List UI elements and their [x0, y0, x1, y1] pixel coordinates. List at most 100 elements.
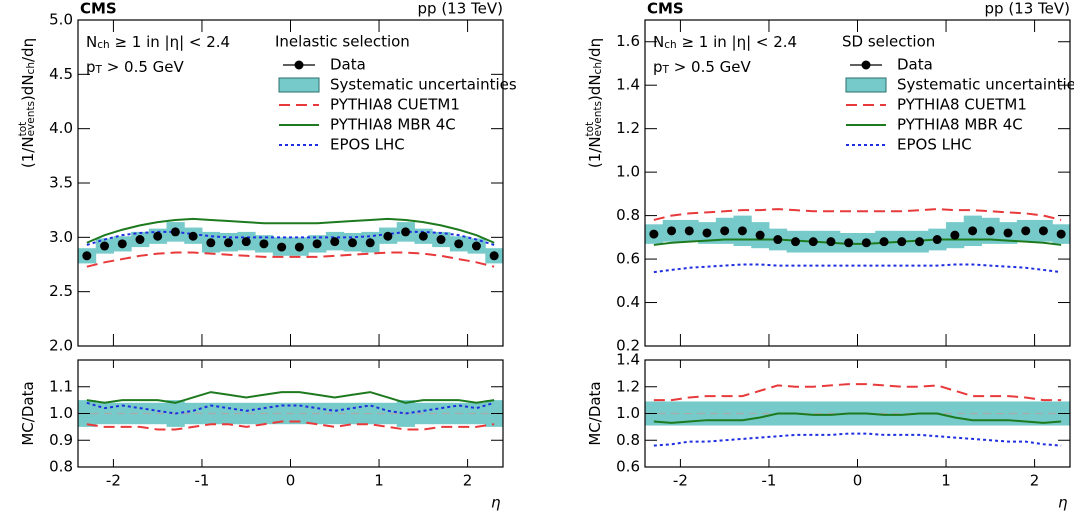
- text-part: tot: [584, 122, 596, 137]
- data-point: [1056, 229, 1066, 239]
- legend-label: EPOS LHC: [897, 136, 972, 154]
- text-part: N: [653, 33, 664, 51]
- data-point: [489, 251, 499, 261]
- x-tick-label: 1: [941, 472, 951, 490]
- model-line: [653, 412, 1062, 424]
- data-point: [170, 227, 180, 237]
- y-tick-label: 1.1: [49, 377, 73, 395]
- data-point: [383, 231, 393, 241]
- y-tick-label: 0.6: [616, 250, 640, 268]
- data-point: [720, 226, 730, 236]
- data-point: [259, 239, 269, 249]
- data-point: [914, 237, 924, 247]
- text-part: > 0.5 GeV: [102, 58, 185, 76]
- y-tick-label: 3.0: [49, 228, 73, 246]
- data-point: [879, 237, 889, 247]
- text-part: (1/N: [586, 136, 604, 168]
- legend-symbol: [861, 60, 871, 70]
- data-point: [330, 237, 340, 247]
- text-part: T: [95, 64, 103, 76]
- legend-label: Data: [330, 56, 366, 74]
- legend-symbol: [294, 60, 304, 70]
- data-point: [649, 229, 659, 239]
- data-point: [471, 241, 481, 251]
- data-point: [277, 242, 287, 252]
- legend-title: SD selection: [842, 33, 935, 51]
- uncertainty-band: [751, 401, 770, 426]
- text-part: > 0.5 GeV: [669, 58, 752, 76]
- y-tick-label: 0.8: [616, 431, 640, 449]
- data-point: [188, 231, 198, 241]
- data-point: [135, 235, 145, 245]
- legend-label: EPOS LHC: [330, 136, 405, 154]
- y-tick-label: 0.6: [616, 458, 640, 476]
- x-tick-label: 2: [463, 472, 473, 490]
- data-point: [702, 228, 712, 238]
- text-part: tot: [17, 122, 29, 137]
- text-part: ch: [97, 39, 109, 51]
- data-point: [950, 230, 960, 240]
- legend-title: Inelastic selection: [275, 33, 410, 51]
- model-line: [86, 420, 495, 431]
- y-tick-label: 1.4: [616, 351, 640, 369]
- text-part: ≥ 1 in |η| < 2.4: [110, 33, 230, 51]
- uncertainty-band: [184, 402, 203, 425]
- y-axis-label: (1/Ntotevents)dNch/dη: [584, 38, 604, 168]
- y-tick-label: 2.0: [49, 337, 73, 355]
- plot-area: [645, 208, 1070, 274]
- text-part: MC/Data: [586, 381, 604, 445]
- data-point: [897, 237, 907, 247]
- data-point: [791, 237, 801, 247]
- legend-label: PYTHIA8 MBR 4C: [897, 116, 1023, 134]
- legend-symbol: [278, 77, 320, 93]
- y-tick-label: 1.4: [616, 76, 640, 94]
- chart-title: CMS: [647, 0, 684, 18]
- text-part: N: [86, 33, 97, 51]
- model-line: [653, 238, 1062, 246]
- x-tick-label: 1: [374, 472, 384, 490]
- uncertainty-band: [804, 401, 823, 426]
- text-part: ch: [592, 62, 604, 74]
- y-tick-label: 1.2: [616, 377, 640, 395]
- model-line: [86, 401, 495, 415]
- x-tick-label: -1: [761, 472, 776, 490]
- text-part: ch: [664, 39, 676, 51]
- y-tick-label: 2.5: [49, 282, 73, 300]
- text-part: )dN: [586, 74, 604, 101]
- annotation: Nch ≥ 1 in |η| < 2.4: [86, 33, 230, 51]
- text-part: events: [25, 101, 37, 136]
- data-point: [418, 231, 428, 241]
- text-part: MC/Data: [19, 381, 37, 445]
- y-tick-label: 0.8: [616, 206, 640, 224]
- uncertainty-band: [1034, 401, 1053, 426]
- model-line: [86, 217, 495, 244]
- data-point: [1003, 228, 1013, 238]
- model-line: [86, 251, 495, 268]
- legend-label: PYTHIA8 MBR 4C: [330, 116, 456, 134]
- y-tick-label: 1.2: [616, 119, 640, 137]
- y-tick-label: 5.0: [49, 11, 73, 29]
- chart-title: CMS: [80, 0, 117, 18]
- x-tick-label: -2: [673, 472, 688, 490]
- data-point: [826, 237, 836, 247]
- data-point: [985, 226, 995, 236]
- text-part: )dN: [19, 74, 37, 101]
- data-point: [82, 251, 92, 261]
- text-part: ≥ 1 in |η| < 2.4: [677, 33, 797, 51]
- y-tick-label: 1.6: [616, 32, 640, 50]
- data-point: [241, 237, 251, 247]
- y-tick-label: 4.5: [49, 65, 73, 83]
- y-tick-label: 3.5: [49, 174, 73, 192]
- text-part: T: [662, 64, 670, 76]
- x-tick-label: 2: [1030, 472, 1040, 490]
- legend-label: PYTHIA8 CUETM1: [330, 96, 460, 114]
- chart-subtitle: pp (13 TeV): [985, 0, 1070, 18]
- uncertainty-band: [379, 402, 398, 425]
- y-tick-label: 1.0: [49, 404, 73, 422]
- legend-label: Data: [897, 56, 933, 74]
- data-point: [401, 227, 411, 237]
- model-line: [86, 391, 495, 404]
- data-point: [454, 239, 464, 249]
- annotation: pT > 0.5 GeV: [86, 58, 185, 76]
- annotation: pT > 0.5 GeV: [653, 58, 752, 76]
